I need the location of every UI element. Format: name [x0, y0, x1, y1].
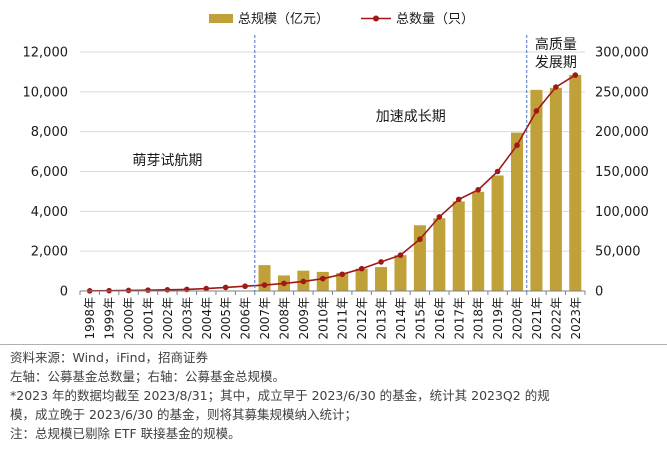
- left-axis-tick-label: 2,000: [31, 245, 68, 260]
- right-axis-tick-label: 300,000: [595, 46, 649, 61]
- scale-note: 注：总规模已剔除 ETF 联接基金的规模。: [10, 426, 241, 441]
- left-axis-tick-label: 8,000: [31, 125, 68, 140]
- x-axis-tick-label: 2000年: [122, 297, 136, 340]
- line-point: [358, 265, 365, 272]
- x-axis-tick-label: 2017年: [452, 297, 466, 340]
- x-axis-tick-label: 2004年: [200, 297, 214, 340]
- right-axis-tick-label: 50,000: [595, 245, 641, 260]
- line-point: [572, 72, 579, 78]
- footer-divider: [0, 344, 667, 345]
- x-axis-tick-label: 2008年: [277, 297, 291, 340]
- bar: [433, 218, 446, 291]
- line-series: [86, 72, 579, 294]
- right-axis-tick-label: 150,000: [595, 165, 649, 180]
- x-axis-tick-label: 2022年: [549, 297, 563, 340]
- x-axis-tick-label: 2013年: [375, 297, 389, 340]
- x-axis-tick-label: 2005年: [219, 297, 233, 340]
- left-axis-tick-label: 4,000: [31, 205, 68, 220]
- left-axis-tick-label: 12,000: [23, 46, 69, 61]
- x-axis-tick-label: 2016年: [433, 297, 447, 340]
- bar: [452, 201, 465, 291]
- bar: [530, 89, 543, 291]
- line-point: [417, 236, 423, 243]
- legend-bar-swatch: [209, 14, 233, 23]
- phase-label-early: 萌芽试航期: [132, 153, 202, 169]
- phase-label-quality: 发展期: [535, 55, 577, 71]
- line-point: [514, 142, 520, 149]
- chart-gridlines: [80, 51, 585, 252]
- right-axis-tick-label: 250,000: [595, 85, 649, 100]
- bar: [472, 191, 485, 291]
- line-path: [89, 74, 576, 292]
- legend-bar-label: 总规模（亿元）: [238, 12, 329, 27]
- line-point: [533, 108, 540, 114]
- x-axis-tick-label: 1998年: [83, 297, 97, 340]
- line-point: [281, 280, 287, 287]
- bar: [510, 132, 524, 291]
- bar: [491, 175, 504, 291]
- line-point: [242, 283, 248, 290]
- line-point: [475, 187, 481, 193]
- source-note: 资料来源：Wind，iFind，招商证券: [10, 350, 208, 365]
- line-point: [319, 275, 326, 282]
- line-point: [553, 84, 559, 90]
- line-point: [125, 287, 132, 294]
- line-point: [300, 278, 307, 285]
- line-point: [436, 214, 443, 220]
- bar-series: [258, 74, 582, 291]
- axis-note: 左轴：公募基金总数量；右轴：公募基金总规模。: [10, 369, 286, 384]
- left-axis-tick-label: 6,000: [31, 165, 68, 180]
- line-point: [222, 284, 229, 291]
- date-note-line1: *2023 年的数据均截至 2023/8/31；其中，成立早于 2023/6/3…: [10, 388, 550, 403]
- x-axis-tick-label: 2015年: [413, 297, 427, 340]
- left-axis-tick-label: 0: [60, 285, 68, 300]
- line-point: [164, 287, 171, 293]
- line-point: [339, 271, 346, 278]
- line-point: [203, 285, 210, 292]
- x-axis-tick-label: 2020年: [511, 297, 525, 340]
- x-axis-tick-label: 2012年: [355, 297, 369, 340]
- x-axis-tick-label: 2019年: [491, 297, 505, 340]
- chart-notes: 资料来源：Wind，iFind，招商证券 左轴：公募基金总数量；右轴：公募基金总…: [10, 348, 660, 443]
- line-point: [397, 252, 404, 258]
- x-axis-tick-label: 2010年: [316, 297, 330, 340]
- x-axis-tick-label: 2007年: [258, 297, 272, 340]
- legend-line-marker: [373, 15, 379, 22]
- chart-axes: 0 2,000 4,000 6,000 8,000 10,000 12,000 0 50,000…: [23, 46, 649, 340]
- x-axis-tick-label: 2018年: [472, 297, 486, 340]
- combo-chart: 0 2,000 4,000 6,000 8,000 10,000 12,000 0 50,000…: [23, 12, 649, 340]
- x-axis-tick-label: 1999年: [103, 297, 117, 340]
- x-axis-tick-label: 2023年: [569, 297, 583, 340]
- date-note-line2: 模，成立晚于 2023/6/30 的基金，则将其募集规模纳入统计；: [10, 407, 358, 422]
- bar: [336, 273, 349, 291]
- bar: [549, 87, 562, 291]
- right-axis-tick-label: 0: [595, 285, 603, 300]
- x-axis-tick-label: 2011年: [336, 297, 350, 340]
- legend-line-label: 总数量（只）: [396, 12, 474, 27]
- right-axis-tick-label: 100,000: [595, 205, 649, 220]
- x-axis-tick-label: 2002年: [161, 297, 175, 340]
- bar: [375, 267, 388, 291]
- x-axis-tick-label: 2014年: [394, 297, 408, 340]
- line-point: [494, 168, 501, 175]
- line-point: [378, 259, 384, 265]
- phase-label-quality: 高质量: [535, 36, 577, 53]
- line-point: [261, 282, 268, 288]
- x-axis-tick-label: 2009年: [297, 297, 311, 340]
- right-axis-tick-label: 200,000: [595, 125, 649, 140]
- x-axis-tick-label: 2003年: [180, 297, 194, 340]
- bar: [394, 255, 407, 291]
- line-point: [455, 196, 462, 203]
- x-axis-tick-label: 2006年: [239, 297, 253, 340]
- line-point: [145, 287, 151, 293]
- bar: [355, 268, 368, 291]
- x-axis-tick-label: 2001年: [141, 297, 155, 340]
- bar: [569, 74, 582, 291]
- phase-label-growth: 加速成长期: [376, 109, 446, 125]
- x-axis-tick-label: 2021年: [530, 297, 544, 340]
- left-axis-tick-label: 10,000: [23, 85, 69, 100]
- chart-legend: 总规模（亿元） 总数量（只）: [209, 12, 474, 27]
